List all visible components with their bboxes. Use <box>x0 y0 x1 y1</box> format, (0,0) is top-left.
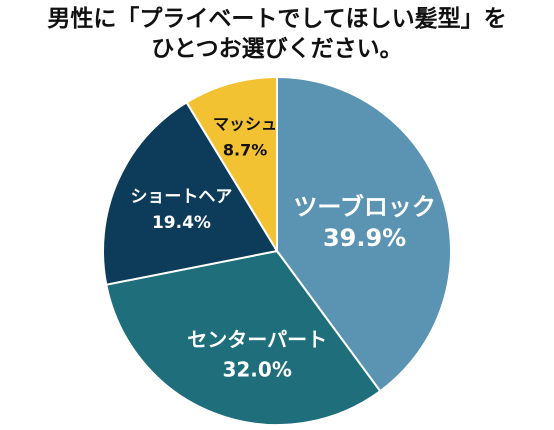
slice-label-2: センターパート <box>187 327 327 351</box>
slice-value-label-4: 8.7% <box>223 141 267 160</box>
slice-label-1: ツーブロック <box>293 193 436 221</box>
pie-slice-2 <box>105 249 382 426</box>
slice-value-label-1: 39.9% <box>323 224 406 252</box>
slice-label-3: ショートヘア <box>130 187 232 207</box>
pie-slices <box>102 75 452 426</box>
slice-value-label-2: 32.0% <box>222 357 291 381</box>
pie-labels: ツーブロック 39.9% センターパート 32.0% ショートヘア 19.4% マッシュ 8.… <box>130 115 435 382</box>
slice-value-label-3: 19.4% <box>152 213 211 233</box>
chart-title-line-2: ひとつお選びください。 <box>151 36 403 62</box>
slice-label-4: マッシュ <box>213 115 277 134</box>
pie-slice-3 <box>102 100 279 286</box>
pie-slice-1 <box>276 75 452 393</box>
chart-title: 男性に「プライベートでしてほしい髪型」を ひとつお選びください。 <box>0 4 554 64</box>
chart-title-line-1: 男性に「プライベートでしてほしい髪型」を <box>47 6 507 32</box>
pie-slice-4 <box>185 75 278 255</box>
